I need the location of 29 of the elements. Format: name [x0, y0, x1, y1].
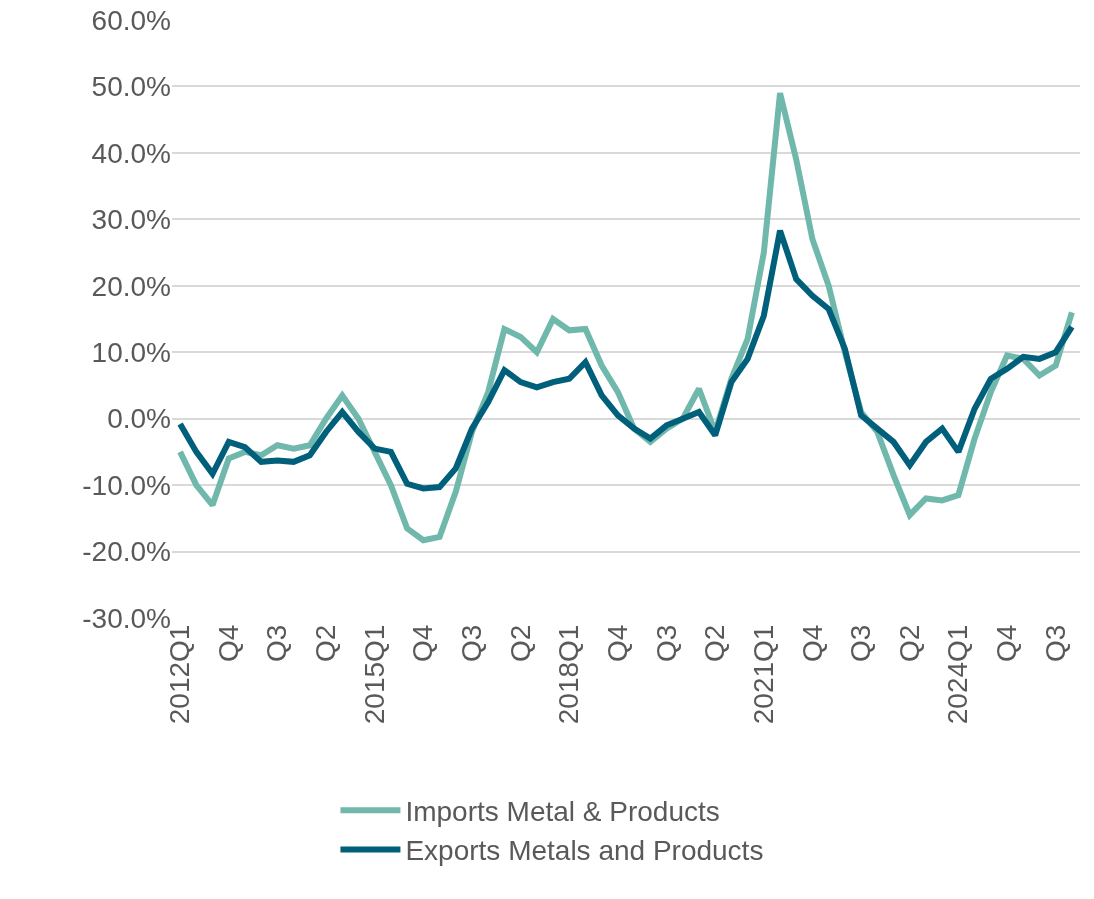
- x-tick-label: 2015Q1: [358, 624, 390, 725]
- x-tick-label: Q4: [407, 624, 439, 662]
- x-tick-label: Q4: [796, 624, 828, 662]
- y-tick-label: 50.0%: [91, 71, 171, 103]
- x-tick-label: 2021Q1: [747, 624, 779, 725]
- x-tick-label: 2024Q1: [942, 624, 974, 725]
- x-tick-label: Q4: [212, 624, 244, 662]
- y-tick-label: -10.0%: [82, 469, 171, 501]
- y-tick-label: -20.0%: [82, 536, 171, 568]
- x-tick-label: Q4: [991, 624, 1023, 662]
- y-tick-label: 30.0%: [91, 204, 171, 236]
- y-tick-label: 40.0%: [91, 137, 171, 169]
- x-tick-label: 2018Q1: [553, 624, 585, 725]
- x-tick-label: Q3: [456, 624, 488, 662]
- y-tick-label: 20.0%: [91, 270, 171, 302]
- x-tick-label: Q2: [699, 624, 731, 662]
- y-tick-label: 60.0%: [91, 4, 171, 36]
- legend-label: Imports Metal & Products: [405, 796, 720, 828]
- x-tick-label: Q3: [650, 624, 682, 662]
- legend-label: Exports Metals and Products: [405, 835, 764, 867]
- x-tick-label: Q3: [1039, 624, 1071, 662]
- x-tick-label: Q4: [601, 624, 633, 662]
- x-tick-label: Q2: [893, 624, 925, 662]
- y-tick-label: 0.0%: [107, 403, 171, 435]
- y-tick-label: 10.0%: [91, 337, 171, 369]
- x-tick-label: Q3: [261, 624, 293, 662]
- x-tick-label: Q3: [845, 624, 877, 662]
- x-tick-label: Q2: [504, 624, 536, 662]
- x-tick-label: Q2: [310, 624, 342, 662]
